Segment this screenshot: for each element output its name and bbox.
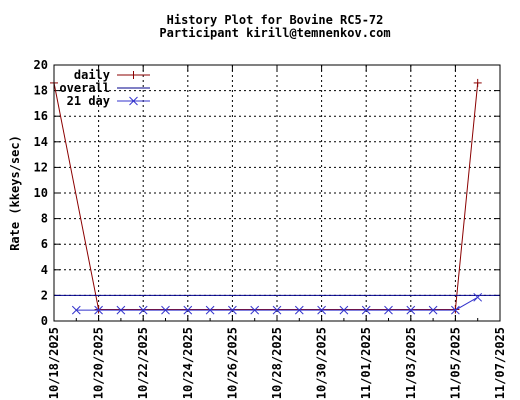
series-layer bbox=[50, 78, 500, 315]
x-tick-label: 11/05/2025 bbox=[448, 327, 462, 399]
data-point-21-day bbox=[116, 305, 126, 315]
chart-subtitle: Participant kirill@temnenkov.com bbox=[159, 26, 390, 40]
legend-entry-21-day: 21 day bbox=[67, 94, 150, 108]
y-tick-label: 0 bbox=[41, 314, 48, 328]
x-tick-label: 10/24/2025 bbox=[181, 327, 195, 399]
grid-lines bbox=[54, 65, 500, 321]
data-point-21-day bbox=[71, 305, 81, 315]
x-tick-label: 10/20/2025 bbox=[92, 327, 106, 399]
y-tick-label: 10 bbox=[34, 186, 48, 200]
x-tick-label: 10/28/2025 bbox=[270, 327, 284, 399]
y-tick-label: 2 bbox=[41, 288, 48, 302]
plot-frame bbox=[53, 64, 501, 322]
chart-title: History Plot for Bovine RC5-72 bbox=[167, 13, 384, 27]
series-21-day bbox=[71, 292, 483, 315]
data-point-21-day bbox=[384, 305, 393, 315]
x-tick-label: 11/01/2025 bbox=[359, 327, 373, 399]
y-tick-label: 6 bbox=[41, 237, 48, 251]
y-tick-label: 12 bbox=[34, 160, 48, 174]
legend-marker bbox=[129, 71, 138, 79]
y-tick-label: 20 bbox=[34, 58, 48, 72]
x-tick-label: 10/30/2025 bbox=[315, 327, 329, 399]
x-tick-label: 10/18/2025 bbox=[47, 327, 61, 399]
legend-label: daily bbox=[74, 68, 110, 82]
y-tick-label: 14 bbox=[34, 135, 48, 149]
x-tick-label: 11/07/2025 bbox=[493, 327, 507, 399]
legend-entry-overall: overall bbox=[59, 81, 150, 95]
axis-ticks: 0 2 4 6 8 10 12 14 16 18 20 10/18/2025 10/20/2025 10/… bbox=[34, 58, 507, 399]
data-point-21-day bbox=[228, 305, 237, 315]
data-point-21-day bbox=[94, 305, 103, 315]
data-point-21-day bbox=[138, 305, 148, 315]
y-tick-label: 18 bbox=[34, 84, 48, 98]
y-tick-label: 8 bbox=[41, 212, 48, 226]
series-line-daily bbox=[53, 82, 479, 310]
x-tick-label: 11/03/2025 bbox=[404, 327, 418, 399]
legend-label: 21 day bbox=[67, 94, 110, 108]
data-point-21-day bbox=[361, 305, 371, 315]
data-point-21-day bbox=[339, 305, 349, 315]
y-axis-label: Rate (kkeys/sec) bbox=[8, 135, 22, 251]
data-point-21-day bbox=[272, 305, 282, 315]
legend-marker bbox=[129, 96, 138, 106]
data-point-21-day bbox=[205, 305, 215, 315]
legend-entry-daily: daily bbox=[74, 68, 150, 82]
data-point-21-day bbox=[428, 305, 438, 315]
data-point-daily bbox=[473, 78, 482, 87]
data-point-21-day bbox=[161, 305, 170, 315]
data-point-21-day bbox=[406, 305, 416, 315]
data-point-21-day bbox=[473, 292, 483, 302]
x-tick-label: 10/22/2025 bbox=[136, 327, 150, 399]
y-tick-label: 16 bbox=[34, 109, 48, 123]
y-tick-label: 4 bbox=[41, 263, 48, 277]
data-point-21-day bbox=[183, 305, 193, 315]
data-point-21-day bbox=[294, 305, 304, 315]
series-daily bbox=[50, 78, 482, 314]
series-line-21-day bbox=[76, 296, 478, 311]
data-point-21-day bbox=[317, 305, 326, 315]
data-point-21-day bbox=[250, 305, 260, 315]
legend-label: overall bbox=[59, 81, 110, 95]
data-point-21-day bbox=[451, 305, 460, 315]
x-tick-label: 10/26/2025 bbox=[225, 327, 239, 399]
